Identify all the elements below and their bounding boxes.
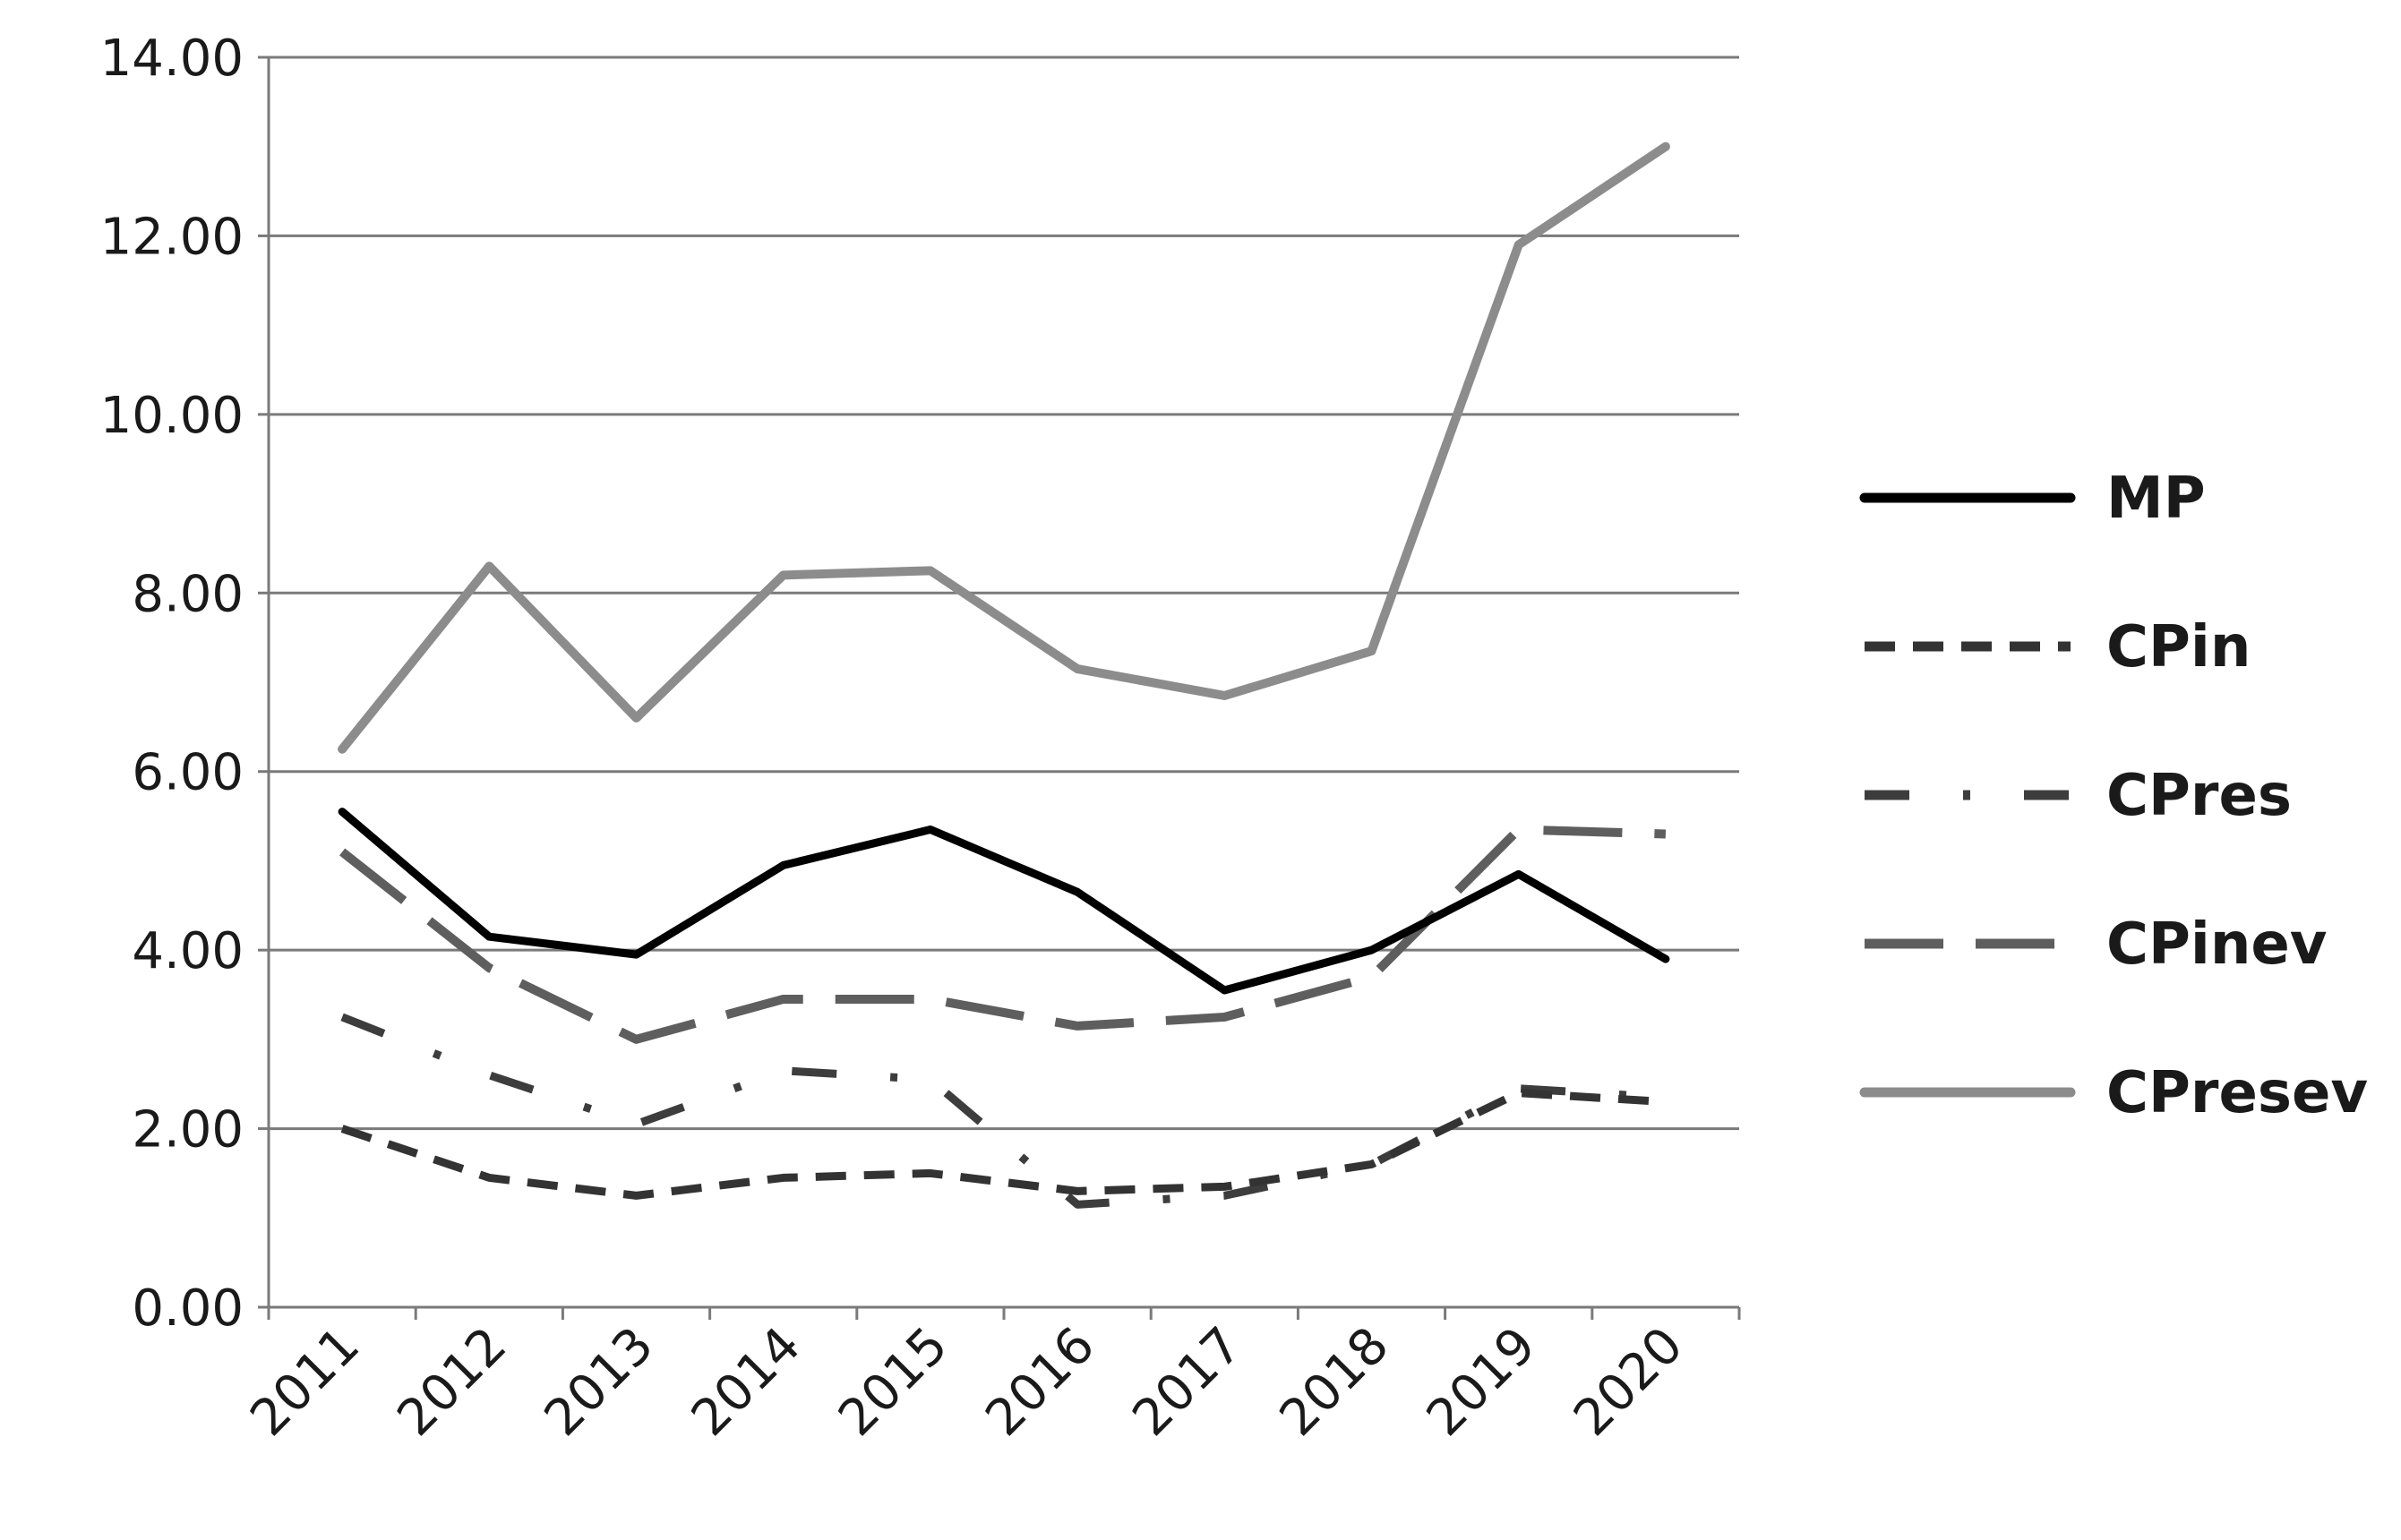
series-line-mp [338, 808, 1670, 995]
axes [258, 56, 1741, 1320]
y-axis-tick-labels: 0.00 2.00 4.00 6.00 8.00 10.00 12.00 14.00 [100, 30, 244, 1338]
series-line-cpin [340, 1089, 1667, 1200]
legend-label-cpinev: CPinev [2106, 911, 2328, 978]
legend-label-cpresev: CPresev [2106, 1060, 2368, 1126]
y-tick-label: 6.00 [132, 744, 244, 802]
x-tick-label: 2012 [386, 1316, 518, 1448]
x-tick-label: 2015 [827, 1316, 959, 1448]
x-tick-label: 2020 [1563, 1316, 1694, 1448]
y-tick-label: 0.00 [132, 1279, 244, 1338]
y-tick-label: 14.00 [100, 30, 244, 88]
y-tick-label: 4.00 [132, 922, 244, 980]
x-tick-label: 2014 [681, 1316, 812, 1448]
series-line-cpinev [339, 825, 1667, 1044]
legend-label-cpres: CPres [2106, 763, 2292, 829]
x-tick-label: 2017 [1121, 1316, 1253, 1448]
x-tick-label: 2018 [1269, 1316, 1401, 1448]
series-lines [338, 141, 1670, 1209]
x-tick-label: 2019 [1416, 1316, 1548, 1448]
series-line-cpresev [338, 141, 1670, 754]
x-axis-tick-labels: 2011 2012 2013 2014 2015 2016 2017 2018 2019 2020 [239, 1316, 1694, 1448]
x-tick-label: 2016 [974, 1316, 1106, 1448]
x-tick-label: 2013 [534, 1316, 665, 1448]
legend-label-cpin: CPin [2106, 614, 2251, 680]
y-tick-label: 10.00 [100, 387, 244, 445]
x-tick-label: 2011 [239, 1316, 371, 1448]
series-line-cpres [340, 1013, 1667, 1209]
y-tick-label: 8.00 [132, 565, 244, 623]
y-tick-label: 2.00 [132, 1101, 244, 1159]
legend-label-mp: MP [2106, 466, 2206, 532]
y-tick-label: 12.00 [100, 208, 244, 266]
legend: MP CPin CPres CPinev CPresev [1859, 466, 2368, 1126]
